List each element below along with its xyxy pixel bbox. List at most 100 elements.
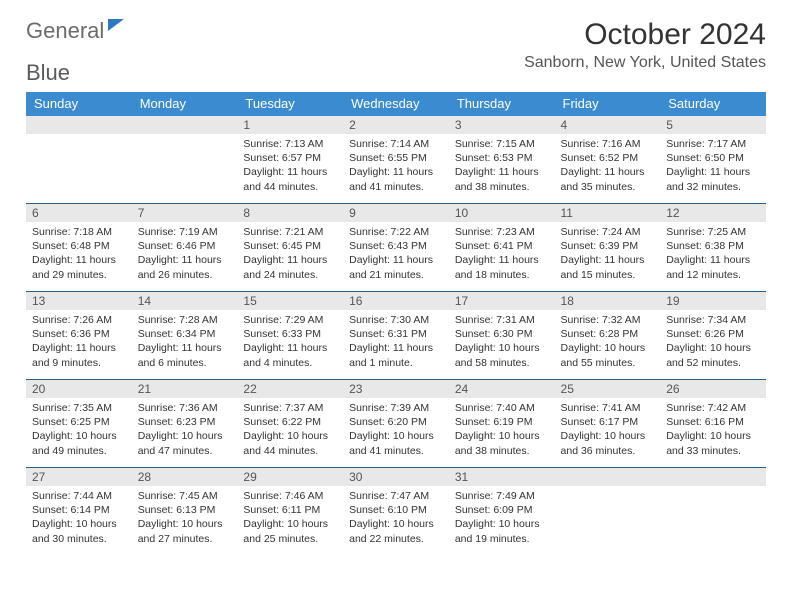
day-cell: 17Sunrise: 7:31 AMSunset: 6:30 PMDayligh… [449,292,555,380]
day-body: Sunrise: 7:19 AMSunset: 6:46 PMDaylight:… [132,222,238,286]
day-number: 2 [343,116,449,134]
day-number [132,116,238,134]
day-body: Sunrise: 7:39 AMSunset: 6:20 PMDaylight:… [343,398,449,462]
day-number: 29 [237,468,343,486]
day-cell: 2Sunrise: 7:14 AMSunset: 6:55 PMDaylight… [343,116,449,204]
day-body: Sunrise: 7:28 AMSunset: 6:34 PMDaylight:… [132,310,238,374]
location: Sanborn, New York, United States [524,54,766,72]
logo-mark-icon [108,19,124,31]
day-number: 17 [449,292,555,310]
day-cell [132,116,238,204]
day-body: Sunrise: 7:15 AMSunset: 6:53 PMDaylight:… [449,134,555,198]
day-number: 12 [660,204,766,222]
day-cell: 12Sunrise: 7:25 AMSunset: 6:38 PMDayligh… [660,204,766,292]
day-number: 19 [660,292,766,310]
day-cell: 16Sunrise: 7:30 AMSunset: 6:31 PMDayligh… [343,292,449,380]
day-body: Sunrise: 7:36 AMSunset: 6:23 PMDaylight:… [132,398,238,462]
day-cell [26,116,132,204]
day-cell: 23Sunrise: 7:39 AMSunset: 6:20 PMDayligh… [343,380,449,468]
day-number [660,468,766,486]
day-body: Sunrise: 7:32 AMSunset: 6:28 PMDaylight:… [555,310,661,374]
day-cell: 3Sunrise: 7:15 AMSunset: 6:53 PMDaylight… [449,116,555,204]
day-number: 27 [26,468,132,486]
day-body: Sunrise: 7:42 AMSunset: 6:16 PMDaylight:… [660,398,766,462]
day-cell: 25Sunrise: 7:41 AMSunset: 6:17 PMDayligh… [555,380,661,468]
weekday-header: Friday [555,92,661,116]
day-body: Sunrise: 7:40 AMSunset: 6:19 PMDaylight:… [449,398,555,462]
day-number: 24 [449,380,555,398]
day-number: 18 [555,292,661,310]
day-body: Sunrise: 7:18 AMSunset: 6:48 PMDaylight:… [26,222,132,286]
day-number: 15 [237,292,343,310]
day-body: Sunrise: 7:37 AMSunset: 6:22 PMDaylight:… [237,398,343,462]
day-body: Sunrise: 7:14 AMSunset: 6:55 PMDaylight:… [343,134,449,198]
day-cell: 14Sunrise: 7:28 AMSunset: 6:34 PMDayligh… [132,292,238,380]
day-cell: 27Sunrise: 7:44 AMSunset: 6:14 PMDayligh… [26,468,132,556]
day-body: Sunrise: 7:29 AMSunset: 6:33 PMDaylight:… [237,310,343,374]
day-body: Sunrise: 7:17 AMSunset: 6:50 PMDaylight:… [660,134,766,198]
day-body: Sunrise: 7:49 AMSunset: 6:09 PMDaylight:… [449,486,555,550]
day-number: 30 [343,468,449,486]
day-cell: 19Sunrise: 7:34 AMSunset: 6:26 PMDayligh… [660,292,766,380]
day-number: 8 [237,204,343,222]
day-body: Sunrise: 7:44 AMSunset: 6:14 PMDaylight:… [26,486,132,550]
day-body: Sunrise: 7:45 AMSunset: 6:13 PMDaylight:… [132,486,238,550]
day-number: 16 [343,292,449,310]
day-body: Sunrise: 7:35 AMSunset: 6:25 PMDaylight:… [26,398,132,462]
month-title: October 2024 [524,18,766,52]
day-body: Sunrise: 7:13 AMSunset: 6:57 PMDaylight:… [237,134,343,198]
day-number: 10 [449,204,555,222]
day-cell: 13Sunrise: 7:26 AMSunset: 6:36 PMDayligh… [26,292,132,380]
weekday-header: Sunday [26,92,132,116]
day-cell: 1Sunrise: 7:13 AMSunset: 6:57 PMDaylight… [237,116,343,204]
day-cell: 31Sunrise: 7:49 AMSunset: 6:09 PMDayligh… [449,468,555,556]
day-body: Sunrise: 7:31 AMSunset: 6:30 PMDaylight:… [449,310,555,374]
day-body: Sunrise: 7:30 AMSunset: 6:31 PMDaylight:… [343,310,449,374]
day-body: Sunrise: 7:22 AMSunset: 6:43 PMDaylight:… [343,222,449,286]
day-body: Sunrise: 7:21 AMSunset: 6:45 PMDaylight:… [237,222,343,286]
day-cell: 9Sunrise: 7:22 AMSunset: 6:43 PMDaylight… [343,204,449,292]
day-body: Sunrise: 7:34 AMSunset: 6:26 PMDaylight:… [660,310,766,374]
day-cell: 26Sunrise: 7:42 AMSunset: 6:16 PMDayligh… [660,380,766,468]
day-number: 13 [26,292,132,310]
day-cell: 10Sunrise: 7:23 AMSunset: 6:41 PMDayligh… [449,204,555,292]
day-number: 14 [132,292,238,310]
day-body: Sunrise: 7:41 AMSunset: 6:17 PMDaylight:… [555,398,661,462]
day-cell: 28Sunrise: 7:45 AMSunset: 6:13 PMDayligh… [132,468,238,556]
weekday-header: Monday [132,92,238,116]
day-number: 3 [449,116,555,134]
day-number [26,116,132,134]
day-body: Sunrise: 7:47 AMSunset: 6:10 PMDaylight:… [343,486,449,550]
weekday-header: Tuesday [237,92,343,116]
day-cell: 30Sunrise: 7:47 AMSunset: 6:10 PMDayligh… [343,468,449,556]
calendar-table: SundayMondayTuesdayWednesdayThursdayFrid… [26,92,766,556]
weekday-header: Thursday [449,92,555,116]
day-cell: 22Sunrise: 7:37 AMSunset: 6:22 PMDayligh… [237,380,343,468]
day-number: 22 [237,380,343,398]
day-cell [555,468,661,556]
day-body: Sunrise: 7:16 AMSunset: 6:52 PMDaylight:… [555,134,661,198]
day-number [555,468,661,486]
day-cell: 7Sunrise: 7:19 AMSunset: 6:46 PMDaylight… [132,204,238,292]
day-body: Sunrise: 7:23 AMSunset: 6:41 PMDaylight:… [449,222,555,286]
day-cell: 29Sunrise: 7:46 AMSunset: 6:11 PMDayligh… [237,468,343,556]
day-body: Sunrise: 7:24 AMSunset: 6:39 PMDaylight:… [555,222,661,286]
day-body: Sunrise: 7:25 AMSunset: 6:38 PMDaylight:… [660,222,766,286]
day-cell: 6Sunrise: 7:18 AMSunset: 6:48 PMDaylight… [26,204,132,292]
day-number: 6 [26,204,132,222]
day-number: 20 [26,380,132,398]
day-number: 5 [660,116,766,134]
day-cell: 4Sunrise: 7:16 AMSunset: 6:52 PMDaylight… [555,116,661,204]
day-body: Sunrise: 7:46 AMSunset: 6:11 PMDaylight:… [237,486,343,550]
day-number: 28 [132,468,238,486]
day-number: 4 [555,116,661,134]
day-number: 9 [343,204,449,222]
day-cell [660,468,766,556]
day-cell: 11Sunrise: 7:24 AMSunset: 6:39 PMDayligh… [555,204,661,292]
day-number: 7 [132,204,238,222]
day-cell: 18Sunrise: 7:32 AMSunset: 6:28 PMDayligh… [555,292,661,380]
day-number: 1 [237,116,343,134]
day-cell: 21Sunrise: 7:36 AMSunset: 6:23 PMDayligh… [132,380,238,468]
day-number: 21 [132,380,238,398]
day-cell: 24Sunrise: 7:40 AMSunset: 6:19 PMDayligh… [449,380,555,468]
